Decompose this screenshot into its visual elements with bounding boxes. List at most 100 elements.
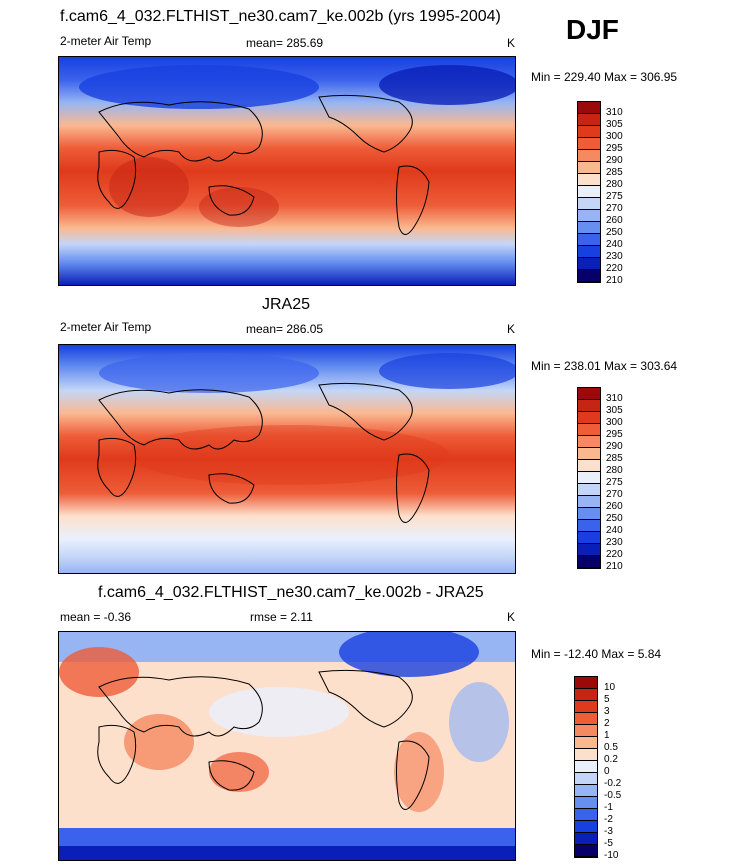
panel1-colorbar-label: 290 (606, 155, 623, 166)
panel1-colorbar-swatch (578, 114, 600, 126)
panel3-colorbar-label: -0.5 (604, 790, 622, 801)
panel2-variable-label: 2-meter Air Temp (60, 320, 152, 334)
panel3-units: K (507, 610, 516, 624)
panel2-colorbar-swatch (578, 508, 600, 520)
panel3-colorbar-swatch (575, 701, 597, 713)
panel1-colorbar-label: 270 (606, 203, 623, 214)
panel3-colorbar-label: 0.2 (604, 754, 618, 765)
panel2-colorbar-label: 290 (606, 441, 623, 452)
panel2-colorbar-swatch (578, 472, 600, 484)
panel2-colorbar-swatch (578, 448, 600, 460)
panel2-colorbar-swatch (578, 484, 600, 496)
panel1-title: f.cam6_4_032.FLTHIST_ne30.cam7_ke.002b (… (60, 8, 501, 25)
panel1-colorbar-label: 285 (606, 167, 623, 178)
panel2-colorbar-swatch (578, 400, 600, 412)
panel1-colorbar-label: 260 (606, 215, 623, 226)
panel1-map-field (59, 57, 515, 285)
panel1-colorbar-swatch (578, 258, 600, 270)
panel1-colorbar-label: 280 (606, 179, 623, 190)
panel3-colorbar-swatch (575, 761, 597, 773)
panel2-colorbar-label: 280 (606, 465, 623, 476)
panel2-colorbar-swatch (578, 544, 600, 556)
panel2-colorbar-label: 310 (606, 393, 623, 404)
panel3-colorbar-label: 2 (604, 718, 610, 729)
panel3-colorbar-swatch (575, 809, 597, 821)
panel3-colorbar-label: -2 (604, 814, 613, 825)
panel2-colorbar (577, 387, 601, 569)
panel2-colorbar-label: 305 (606, 405, 623, 416)
panel1-colorbar-swatch (578, 162, 600, 174)
panel2-colorbar-swatch (578, 388, 600, 400)
panel2-colorbar-swatch (578, 424, 600, 436)
panel1-colorbar-swatch (578, 102, 600, 114)
panel3-minmax: Min = -12.40 Max = 5.84 (531, 647, 662, 661)
panel1-colorbar-swatch (578, 174, 600, 186)
panel3-colorbar-swatch (575, 821, 597, 833)
panel2-title: JRA25 (262, 296, 311, 313)
panel3-colorbar-swatch (575, 737, 597, 749)
panel2-colorbar-swatch (578, 460, 600, 472)
panel1-colorbar-swatch (578, 198, 600, 210)
panel3-colorbar-label: 1 (604, 730, 610, 741)
panel3-title: f.cam6_4_032.FLTHIST_ne30.cam7_ke.002b -… (98, 584, 484, 601)
panel1-colorbar-swatch (578, 234, 600, 246)
panel2-colorbar-swatch (578, 496, 600, 508)
panel3-colorbar (574, 676, 598, 858)
panel2-colorbar-label: 240 (606, 525, 623, 536)
panel3-colorbar-label: -5 (604, 838, 613, 849)
panel3-map-field (59, 632, 515, 860)
panel3-colorbar-label: 10 (604, 682, 616, 693)
panel1-colorbar-label: 250 (606, 227, 623, 238)
panel3-colorbar-swatch (575, 773, 597, 785)
panel3-colorbar-swatch (575, 845, 597, 857)
panel3-colorbar-swatch (575, 725, 597, 737)
panel3-colorbar-label: -0.2 (604, 778, 622, 789)
panel2-colorbar-label: 210 (606, 561, 623, 572)
panel3-colorbar-label: 0 (604, 766, 610, 777)
season-label: DJF (566, 14, 619, 45)
panel1-colorbar-label: 305 (606, 119, 623, 130)
panel2-colorbar-label: 220 (606, 549, 623, 560)
panel1-colorbar-label: 220 (606, 263, 623, 274)
panel2-colorbar-swatch (578, 412, 600, 424)
panel2-colorbar-label: 285 (606, 453, 623, 464)
panel3-colorbar-label: 3 (604, 706, 610, 717)
panel1-colorbar-label: 300 (606, 131, 623, 142)
panel2-colorbar-label: 260 (606, 501, 623, 512)
panel1-colorbar-swatch (578, 210, 600, 222)
panel2-colorbar-swatch (578, 520, 600, 532)
panel2-minmax: Min = 238.01 Max = 303.64 (531, 359, 678, 373)
panel1-variable-label: 2-meter Air Temp (60, 34, 152, 48)
panel3-mean-label: mean = -0.36 (60, 610, 132, 624)
panel1-colorbar-label: 295 (606, 143, 623, 154)
panel3-colorbar-label: 5 (604, 694, 610, 705)
panel2-colorbar-label: 230 (606, 537, 623, 548)
panel3-colorbar-swatch (575, 749, 597, 761)
panel2-units: K (507, 322, 516, 336)
panel3-colorbar-label: 0.5 (604, 742, 618, 753)
panel1-mean-label: mean= 285.69 (246, 36, 324, 50)
panel2-colorbar-label: 300 (606, 417, 623, 428)
panel1-units: K (507, 36, 516, 50)
panel2-map (58, 344, 516, 574)
panel1-map (58, 56, 516, 286)
panel2-colorbar-label: 295 (606, 429, 623, 440)
panel1-colorbar-swatch (578, 150, 600, 162)
panel3-colorbar-swatch (575, 797, 597, 809)
panel3-colorbar-swatch (575, 785, 597, 797)
panel2-colorbar-swatch (578, 436, 600, 448)
panel1-colorbar-swatch (578, 246, 600, 258)
panel1-colorbar-label: 275 (606, 191, 623, 202)
panel1-colorbar (577, 101, 601, 283)
panel2-mean-label: mean= 286.05 (246, 322, 324, 336)
panel1-colorbar-swatch (578, 138, 600, 150)
panel2-colorbar-swatch (578, 556, 600, 568)
panel1-colorbar-swatch (578, 222, 600, 234)
panel3-colorbar-swatch (575, 713, 597, 725)
panel3-rmse-label: rmse = 2.11 (250, 610, 313, 624)
panel2-colorbar-label: 275 (606, 477, 623, 488)
panel1-colorbar-label: 230 (606, 251, 623, 262)
panel1-colorbar-label: 310 (606, 107, 623, 118)
panel1-colorbar-swatch (578, 186, 600, 198)
panel1-minmax: Min = 229.40 Max = 306.95 (531, 70, 678, 84)
